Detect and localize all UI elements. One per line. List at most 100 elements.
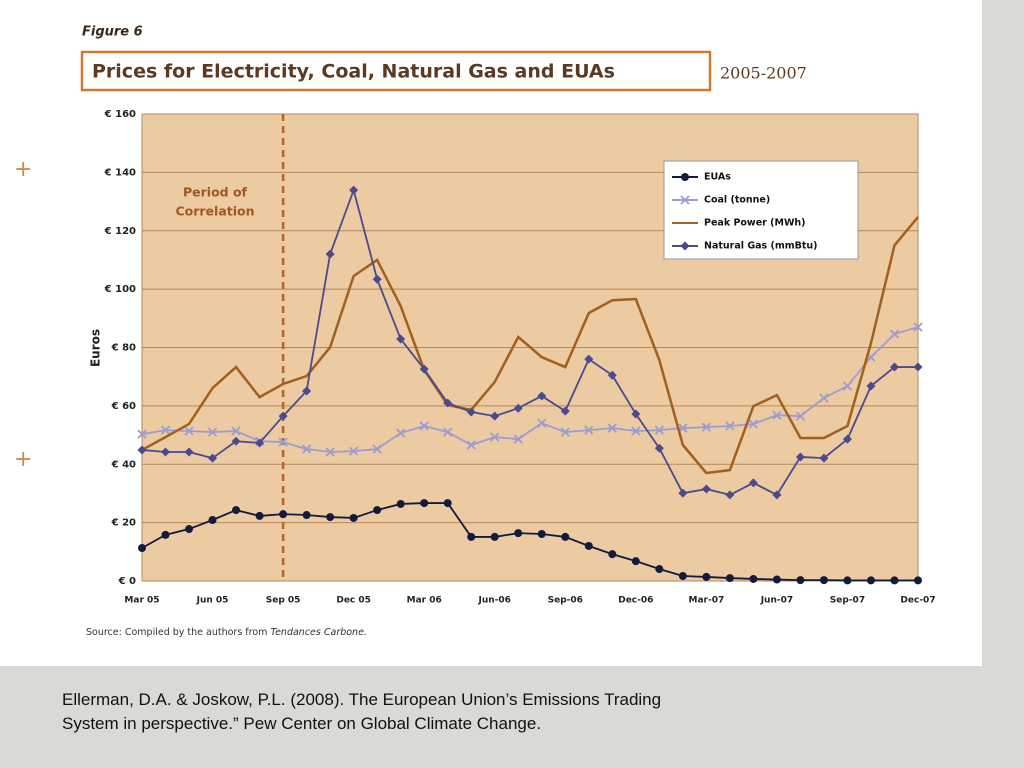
point [913,322,923,332]
point [326,513,335,522]
point [560,406,570,416]
point [608,550,617,559]
point [584,541,593,550]
point [914,576,922,585]
legend-label: Natural Gas (mmBtu) [704,241,818,252]
point [678,572,687,581]
point [325,249,335,259]
point [137,445,147,455]
point [678,488,688,498]
point [184,447,194,457]
point [348,446,359,456]
citation-line: Ellerman, D.A. & Joskow, P.L. (2008). Th… [62,690,662,709]
point [490,411,500,421]
y-tick-label: € 60 [111,401,136,412]
point [680,241,690,251]
point [138,544,146,553]
point [772,575,781,584]
point [231,426,241,436]
point [560,427,570,437]
point [514,529,523,538]
annotation: Correlation [175,204,254,219]
citation-line: System in perspective.” Pew Center on Gl… [62,714,542,733]
y-tick-label: € 160 [104,109,136,120]
point [701,484,711,494]
legend-label: EUAs [704,172,731,183]
point [185,525,194,534]
point [795,411,806,421]
x-tick-label: Dec-06 [618,596,653,606]
annotation: Period of [183,185,248,200]
point [420,499,429,508]
x-tick-label: Sep 05 [266,596,301,606]
point [842,434,852,444]
point [349,185,359,195]
point [302,511,311,520]
series [141,216,919,475]
point [584,354,594,364]
series-line [141,216,919,475]
point [607,423,617,433]
series [137,185,923,500]
figure-label: Figure 6 [82,25,143,40]
series [138,499,922,585]
y-tick-label: € 100 [104,284,136,295]
point [748,478,758,488]
point [137,429,147,439]
point [725,490,735,500]
point [513,434,523,444]
point [466,407,476,417]
point [301,444,312,454]
point [443,427,453,437]
point [631,409,641,419]
x-tick-label: Dec 05 [336,596,371,606]
point [161,530,170,539]
point [889,362,899,372]
point [443,499,452,508]
point [184,426,194,436]
point [631,426,641,436]
y-tick-label: € 80 [111,343,136,354]
point [537,418,547,428]
point [279,510,288,519]
point [537,530,546,539]
point [866,576,875,585]
point [725,574,734,583]
chart-subtitle: 2005-2007 [720,64,807,83]
point [373,506,382,515]
point [513,403,523,413]
point [208,515,217,524]
series [137,322,923,457]
point [231,436,241,446]
x-tick-label: Sep-06 [548,596,583,606]
point [584,425,594,435]
point [161,447,171,457]
point [655,565,664,574]
point [490,532,499,541]
y-axis-label: Euros [89,329,103,367]
y-tick-label: € 0 [118,576,136,587]
x-tick-label: Jun-07 [760,596,793,606]
point [232,506,241,515]
point [681,173,689,181]
point [796,576,805,585]
point [396,428,406,438]
series-line [141,502,918,582]
point [467,532,476,541]
x-tick-label: Sep-07 [830,596,865,606]
point [607,370,617,380]
point [207,427,218,437]
y-tick-label: € 140 [104,167,136,178]
point [372,444,382,454]
point [255,511,264,520]
point [795,452,805,462]
series-line [141,187,918,497]
point [160,425,171,435]
point [255,438,265,448]
point [396,499,405,508]
point [819,453,829,463]
point [372,274,382,284]
point [725,421,735,431]
